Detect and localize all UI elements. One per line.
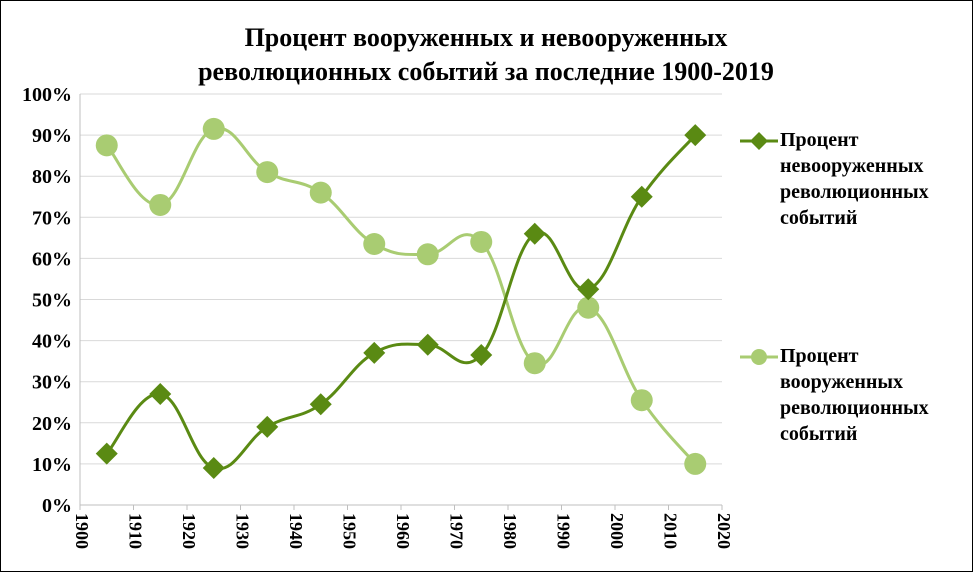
x-tick-label: 1930 xyxy=(233,513,253,549)
y-tick-label: 50% xyxy=(32,290,72,312)
data-point-diamond xyxy=(363,341,386,364)
chart-title: Процент вооруженных и невооруженных рево… xyxy=(141,21,831,89)
x-tick-label: 1950 xyxy=(340,513,360,549)
x-tick-label: 1970 xyxy=(447,513,467,549)
data-point-diamond xyxy=(202,457,225,480)
series-line xyxy=(105,126,697,465)
data-point-circle xyxy=(470,230,493,253)
x-tick-label: 1940 xyxy=(286,513,306,549)
series-armed xyxy=(95,117,707,475)
data-point-diamond xyxy=(470,343,493,366)
data-point-circle xyxy=(202,117,225,140)
data-point-diamond xyxy=(523,222,546,245)
data-point-circle xyxy=(309,181,332,204)
y-tick-label: 90% xyxy=(32,125,72,147)
x-tick-label: 1980 xyxy=(500,513,520,549)
data-point-diamond xyxy=(630,185,653,208)
x-tick-label: 2000 xyxy=(607,513,627,549)
data-point-circle xyxy=(95,134,118,157)
y-tick-label: 40% xyxy=(32,331,72,353)
axes xyxy=(79,94,723,510)
data-point-diamond xyxy=(416,333,439,356)
legend-key-diamond xyxy=(740,132,778,150)
x-tick-labels: 1900 1910 1920 1930 1940 1950 1960 1970 1980 1990… xyxy=(72,513,734,549)
data-point-diamond xyxy=(684,124,707,147)
series-layer xyxy=(95,117,707,480)
data-point-diamond xyxy=(577,278,600,301)
legend-label-armed: Процент вооруженных революционных событи… xyxy=(780,345,929,445)
y-tick-label: 70% xyxy=(32,207,72,229)
y-tick-label: 30% xyxy=(32,372,72,394)
y-tick-label: 20% xyxy=(32,413,72,435)
data-point-circle xyxy=(363,233,386,256)
y-tick-label: 0% xyxy=(42,495,72,517)
data-point-circle xyxy=(630,389,653,412)
y-tick-label: 80% xyxy=(32,166,72,188)
data-point-diamond xyxy=(95,442,118,465)
data-point-circle xyxy=(684,452,707,475)
x-tick-label: 1920 xyxy=(179,513,199,549)
x-tick-label: 1910 xyxy=(126,513,146,549)
data-point-circle xyxy=(149,193,172,216)
data-point-circle xyxy=(256,161,279,184)
data-point-diamond xyxy=(256,415,279,438)
data-point-circle xyxy=(577,296,600,319)
gridlines xyxy=(80,93,722,465)
x-tick-label: 2010 xyxy=(661,513,681,549)
y-tick-label: 100% xyxy=(22,84,72,106)
data-point-diamond xyxy=(149,383,172,406)
x-tick-label: 1960 xyxy=(393,513,413,549)
data-point-circle xyxy=(416,243,439,266)
series-line xyxy=(105,134,697,471)
data-point-diamond xyxy=(309,393,332,416)
x-tick-label: 2020 xyxy=(714,513,734,549)
y-tick-label: 10% xyxy=(32,454,72,476)
data-point-circle xyxy=(523,352,546,375)
x-tick-label: 1900 xyxy=(72,513,92,549)
y-tick-label: 60% xyxy=(32,248,72,270)
chart-title-line-2: революционных событий за последние 1900-… xyxy=(198,57,774,86)
y-tick-labels: 0% 10% 20% 30% 40% 50% 60% 70% 80% 90% 100% xyxy=(22,84,72,517)
x-tick-label: 1990 xyxy=(554,513,574,549)
chart-title-line-1: Процент вооруженных и невооруженных xyxy=(244,23,728,52)
legend-key-circle xyxy=(740,349,778,365)
series-unarmed xyxy=(95,124,707,480)
legend-label-unarmed: Процент невооруженных революционных собы… xyxy=(780,129,929,229)
